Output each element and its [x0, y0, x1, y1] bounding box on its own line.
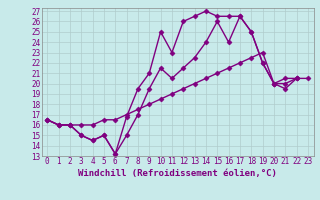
- X-axis label: Windchill (Refroidissement éolien,°C): Windchill (Refroidissement éolien,°C): [78, 169, 277, 178]
